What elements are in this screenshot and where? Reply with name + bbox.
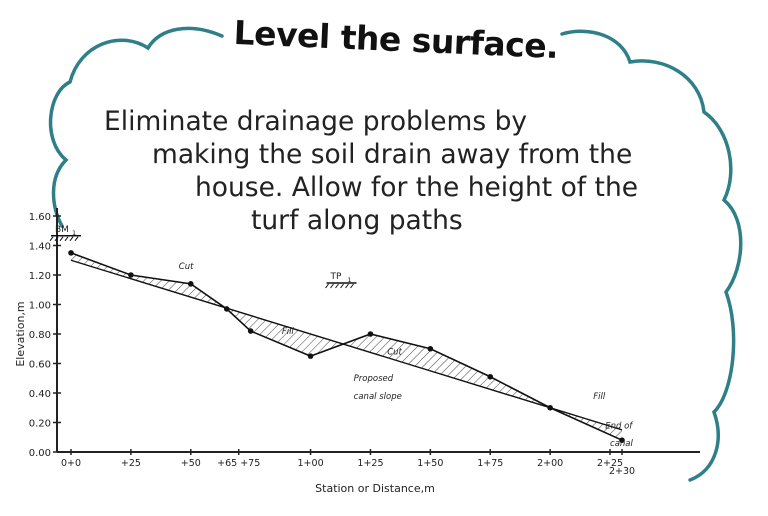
annotation-label: Proposed bbox=[354, 374, 394, 384]
benchmark-subscript: 1 bbox=[72, 229, 76, 237]
benchmark-hatch bbox=[335, 283, 339, 289]
description-line-4: turf along paths bbox=[251, 205, 463, 236]
x-tick-label: 2+00 bbox=[537, 458, 563, 469]
benchmark-hatch bbox=[345, 283, 349, 289]
x-tick-label: 1+00 bbox=[298, 458, 324, 469]
frame-stroke bbox=[48, 26, 743, 482]
benchmark-hatch bbox=[325, 283, 329, 289]
ground-point bbox=[487, 373, 494, 380]
benchmark-hatch bbox=[330, 283, 334, 289]
profile-chart: 0.00 0.20 0.40 0.60 0.80 1.00 1.20 1.40 1.60 0+0 +… bbox=[14, 208, 700, 495]
description-line-1: Eliminate drainage problems by bbox=[104, 106, 528, 137]
y-tick-label: 0.60 bbox=[29, 360, 51, 371]
benchmark-subscript: 1 bbox=[348, 276, 352, 284]
annotation-label: End of bbox=[605, 421, 634, 431]
annotation-label: canal bbox=[610, 439, 633, 449]
x-tick-label: 1+25 bbox=[357, 458, 383, 469]
y-tick-label: 1.20 bbox=[29, 271, 51, 282]
y-tick-label: 0.20 bbox=[29, 419, 51, 430]
x-tick-label: 2+25 bbox=[597, 458, 623, 469]
y-tick-label: 0.00 bbox=[29, 448, 51, 459]
ground-point bbox=[68, 250, 74, 256]
ground-point bbox=[367, 331, 374, 337]
annotation-label: Cut bbox=[179, 262, 194, 272]
x-tick-label: 2+30 bbox=[609, 466, 635, 477]
ground-point bbox=[247, 328, 254, 334]
benchmark-label: TP bbox=[330, 272, 342, 282]
ground-point bbox=[128, 272, 134, 278]
description-line-3: house. Allow for the height of the bbox=[195, 172, 639, 203]
y-tick-label: 0.40 bbox=[29, 389, 51, 400]
benchmark-hatch bbox=[69, 236, 74, 242]
x-tick-label: +50 bbox=[181, 458, 201, 469]
x-tick-label: 1+50 bbox=[417, 458, 443, 469]
ground-point bbox=[547, 404, 553, 411]
description-line-2: making the soil drain away from the bbox=[152, 139, 633, 170]
cut-fill-area bbox=[71, 252, 622, 441]
annotation-label: canal slope bbox=[354, 392, 402, 402]
benchmark-hatch bbox=[74, 236, 79, 242]
x-tick-label: 0+0 bbox=[61, 458, 81, 469]
ground-point bbox=[619, 437, 625, 444]
benchmark-hatch bbox=[59, 236, 64, 242]
benchmark-hatch bbox=[54, 236, 59, 242]
x-tick-label: 1+75 bbox=[477, 458, 503, 469]
benchmark-hatch bbox=[64, 236, 69, 242]
x-axis-title: Station or Distance,m bbox=[315, 482, 435, 495]
y-tick-label: 0.80 bbox=[29, 330, 51, 341]
y-tick-label: 1.00 bbox=[29, 301, 51, 312]
benchmark-hatch bbox=[350, 283, 354, 289]
ground-point bbox=[187, 281, 194, 287]
canal-slope-line bbox=[70, 259, 623, 431]
ground-point bbox=[427, 345, 434, 352]
ground-point bbox=[223, 306, 230, 312]
y-tick-label: 1.60 bbox=[29, 212, 51, 223]
x-tick-label: +65 +75 bbox=[217, 458, 260, 469]
annotation-label: Fill bbox=[282, 327, 295, 337]
benchmark-label: BM bbox=[55, 225, 69, 235]
annotation-label: Fill bbox=[593, 392, 606, 402]
ground-point bbox=[307, 353, 314, 359]
annotation-label: Cut bbox=[387, 348, 402, 358]
benchmark-hatch bbox=[49, 236, 54, 242]
y-axis-title: Elevation,m bbox=[14, 301, 27, 366]
benchmark-hatch bbox=[340, 283, 344, 289]
x-tick-label: +25 bbox=[121, 458, 141, 469]
y-tick-label: 1.40 bbox=[29, 242, 51, 253]
